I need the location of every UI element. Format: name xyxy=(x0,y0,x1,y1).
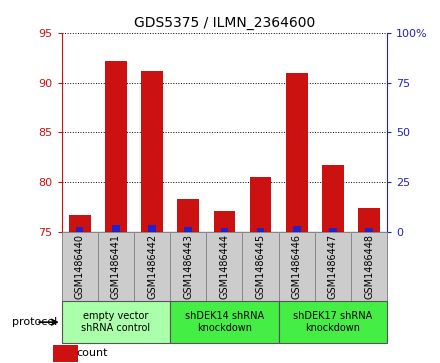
Bar xyxy=(69,215,91,232)
Bar xyxy=(358,208,380,232)
Bar xyxy=(279,301,387,343)
Text: shDEK14 shRNA
knockdown: shDEK14 shRNA knockdown xyxy=(185,311,264,333)
Text: protocol: protocol xyxy=(12,317,57,327)
Text: GSM1486445: GSM1486445 xyxy=(256,234,266,299)
Bar xyxy=(329,228,337,232)
Bar xyxy=(206,232,242,301)
Text: GSM1486442: GSM1486442 xyxy=(147,234,157,299)
Bar xyxy=(250,178,271,232)
Text: GSM1486448: GSM1486448 xyxy=(364,234,374,299)
Bar xyxy=(279,232,315,301)
Bar xyxy=(257,228,264,232)
Text: shDEK17 shRNA
knockdown: shDEK17 shRNA knockdown xyxy=(293,311,373,333)
Bar xyxy=(365,228,373,232)
Bar xyxy=(242,232,279,301)
Bar xyxy=(141,70,163,232)
Text: count: count xyxy=(77,348,108,359)
Bar xyxy=(293,226,301,232)
Bar xyxy=(76,227,84,232)
Bar xyxy=(62,301,170,343)
Bar xyxy=(112,225,120,232)
Bar xyxy=(170,301,279,343)
Text: GSM1486441: GSM1486441 xyxy=(111,234,121,299)
Bar xyxy=(105,61,127,232)
Title: GDS5375 / ILMN_2364600: GDS5375 / ILMN_2364600 xyxy=(134,16,315,30)
Text: GSM1486443: GSM1486443 xyxy=(183,234,193,299)
Bar xyxy=(351,232,387,301)
Bar xyxy=(177,199,199,232)
Bar xyxy=(184,227,192,232)
Bar xyxy=(213,211,235,232)
Bar xyxy=(170,232,206,301)
Bar xyxy=(322,166,344,232)
Bar xyxy=(148,225,156,232)
Bar xyxy=(220,228,228,232)
Text: GSM1486440: GSM1486440 xyxy=(75,234,84,299)
Text: empty vector
shRNA control: empty vector shRNA control xyxy=(81,311,150,333)
Bar xyxy=(134,232,170,301)
Bar xyxy=(62,232,98,301)
Text: GSM1486447: GSM1486447 xyxy=(328,234,338,299)
Bar xyxy=(286,73,308,232)
Bar xyxy=(98,232,134,301)
Bar xyxy=(53,345,77,362)
Bar xyxy=(315,232,351,301)
Text: GSM1486444: GSM1486444 xyxy=(220,234,229,299)
Text: GSM1486446: GSM1486446 xyxy=(292,234,302,299)
